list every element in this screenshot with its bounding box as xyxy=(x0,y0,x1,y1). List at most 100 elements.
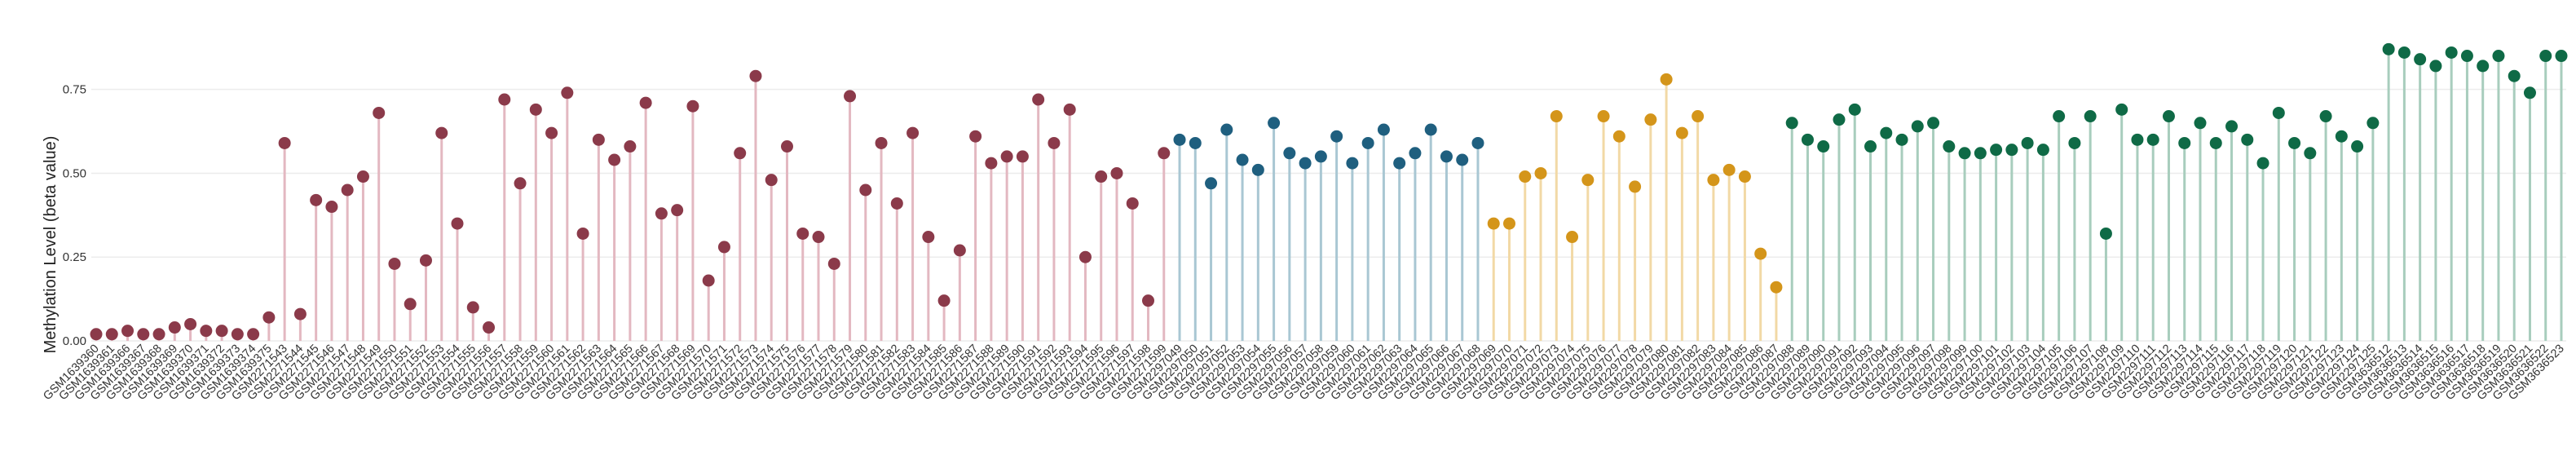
lollipop-point xyxy=(1361,136,1374,149)
lollipop-point xyxy=(985,157,998,170)
lollipop-point xyxy=(373,106,386,119)
lollipop-point xyxy=(953,244,966,257)
lollipop-point xyxy=(1692,110,1705,123)
lollipop-point xyxy=(1141,294,1154,307)
lollipop-point xyxy=(2366,117,2380,130)
lollipop-point xyxy=(780,140,793,153)
lollipop-point xyxy=(1503,217,1516,230)
lollipop-point xyxy=(1016,150,1029,163)
lollipop-point xyxy=(2131,133,2144,146)
lollipop-point xyxy=(325,201,338,214)
lollipop-point xyxy=(2492,50,2505,63)
lollipop-point xyxy=(1048,136,1061,149)
lollipop-point xyxy=(168,321,181,334)
lollipop-point xyxy=(2146,133,2159,146)
lollipop-point xyxy=(1722,163,1736,176)
lollipop-point xyxy=(1424,123,1437,136)
lollipop-point xyxy=(1299,157,1312,170)
lollipop-point xyxy=(561,86,574,99)
lollipop-point xyxy=(1126,197,1139,210)
lollipop-point xyxy=(262,311,276,324)
lollipop-point xyxy=(922,231,935,244)
lollipop-point xyxy=(1817,140,1830,153)
lollipop-point xyxy=(749,69,762,82)
lollipop-point xyxy=(1597,110,1610,123)
lollipop-point xyxy=(2508,69,2521,82)
lollipop-point xyxy=(1581,174,1595,187)
lollipop-point xyxy=(2429,60,2442,73)
lollipop-point xyxy=(2304,147,2317,160)
y-tick-label: 0.75 xyxy=(63,83,86,97)
x-axis-ticks: GSM1639360GSM1639361GSM1639366GSM1639367… xyxy=(41,343,2567,404)
lollipop-point xyxy=(514,177,527,190)
lollipop-point xyxy=(1770,281,1783,294)
lollipop-point xyxy=(2539,50,2552,63)
lollipop-point xyxy=(1346,157,1359,170)
lollipop-point xyxy=(1534,166,1547,179)
lollipop-point xyxy=(1833,113,1846,126)
lollipop-point xyxy=(1550,110,1563,123)
lollipop-point xyxy=(1283,147,1296,160)
lollipop-point xyxy=(215,325,228,338)
lollipop-point xyxy=(1173,133,1186,146)
lollipop-point xyxy=(293,307,307,320)
lollipop-point xyxy=(2084,110,2097,123)
lollipop-point xyxy=(2053,110,2066,123)
lollipop-point xyxy=(686,99,699,113)
lollipop-point xyxy=(2288,136,2301,149)
y-axis-title: Methylation Level (beta value) xyxy=(42,136,60,354)
lollipop-point xyxy=(2335,130,2348,143)
lollipop-point xyxy=(1612,130,1625,143)
lollipop-point xyxy=(576,227,589,240)
lollipop-point xyxy=(844,90,857,103)
lollipop-point xyxy=(2445,46,2458,59)
lollipop-point xyxy=(2397,46,2411,59)
lollipop-point xyxy=(734,147,747,160)
lollipop-point xyxy=(639,96,652,109)
lollipop-point xyxy=(812,231,825,244)
lollipop-point xyxy=(356,170,369,183)
lollipop-point xyxy=(671,204,684,217)
lollipop-point xyxy=(2414,53,2427,66)
lollipop-point xyxy=(655,207,668,220)
lollipop-point xyxy=(969,130,982,143)
lollipop-point xyxy=(1314,150,1327,163)
lollipop-point xyxy=(1032,93,1045,106)
lollipop-point xyxy=(1000,150,1013,163)
lollipop-point xyxy=(310,193,323,206)
lollipop-point xyxy=(1675,126,1688,139)
lollipop-point xyxy=(2523,86,2536,99)
gridlines xyxy=(91,88,2566,342)
lollipop-point xyxy=(875,136,888,149)
lollipop-point xyxy=(1880,126,1893,139)
lollipop-point xyxy=(2194,117,2207,130)
lollipop-point xyxy=(200,325,213,338)
lollipop-point xyxy=(404,298,417,311)
lollipop-point xyxy=(2021,136,2034,149)
lollipop-point xyxy=(906,126,920,139)
lollipop-point xyxy=(2162,110,2175,123)
lollipop-point xyxy=(2477,60,2490,73)
lollipop-point xyxy=(796,227,809,240)
lollipop-point xyxy=(2036,144,2049,157)
y-tick-label: 0.00 xyxy=(63,334,86,348)
lollipop-point xyxy=(419,254,432,267)
lollipop-point xyxy=(1440,150,1453,163)
lollipop-point xyxy=(2115,103,2128,116)
lollipop-point xyxy=(890,197,903,210)
lollipop-point xyxy=(1660,73,1673,86)
lollipop-point xyxy=(2272,106,2285,119)
lollipop-point xyxy=(1377,123,1390,136)
lollipop-point xyxy=(1189,136,1202,149)
lollipop-point xyxy=(1251,163,1264,176)
lollipop-point xyxy=(529,103,542,116)
lollipop-point xyxy=(545,126,558,139)
lollipop-point xyxy=(2555,50,2568,63)
lollipop-point xyxy=(1864,140,1877,153)
lollipop-point xyxy=(2225,120,2239,133)
lollipop-point xyxy=(1409,147,1422,160)
lollipop-point xyxy=(1566,231,1579,244)
lollipop-point xyxy=(137,328,150,341)
lollipop-point xyxy=(1927,117,1940,130)
